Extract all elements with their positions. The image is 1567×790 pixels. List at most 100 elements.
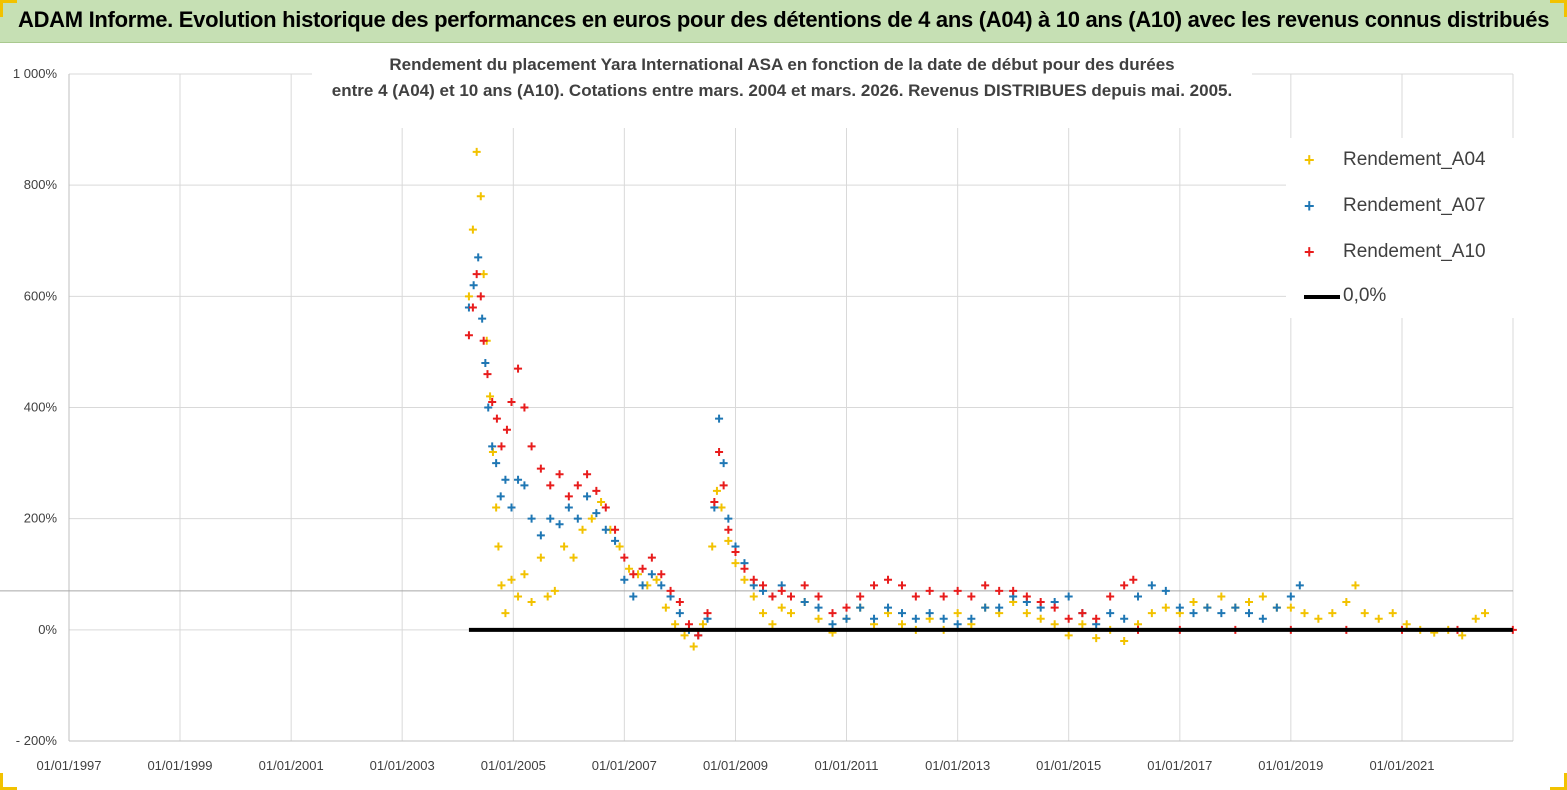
data-point	[898, 581, 907, 590]
data-point	[870, 581, 879, 590]
data-point	[1286, 592, 1295, 601]
data-point	[1092, 634, 1101, 643]
data-point	[1458, 631, 1467, 640]
data-point	[884, 603, 893, 612]
data-point	[870, 614, 879, 623]
x-tick-label: 01/01/2009	[703, 758, 768, 773]
data-point	[842, 603, 851, 612]
data-point	[719, 481, 728, 490]
data-point	[1342, 598, 1351, 607]
y-tick-label: 1 000%	[13, 66, 58, 81]
data-point	[925, 609, 934, 618]
data-point	[478, 314, 487, 323]
data-point	[564, 503, 573, 512]
data-point	[472, 270, 481, 279]
data-point	[592, 486, 601, 495]
data-point	[1009, 586, 1018, 595]
data-point	[527, 598, 536, 607]
x-tick-label: 01/01/2003	[370, 758, 435, 773]
data-point	[468, 303, 477, 312]
data-point	[675, 609, 684, 618]
data-point	[479, 336, 488, 345]
data-point	[502, 425, 511, 434]
data-point	[856, 592, 865, 601]
data-point	[967, 592, 976, 601]
y-tick-label: - 200%	[16, 733, 58, 748]
data-point	[1272, 603, 1281, 612]
legend-label-a04: Rendement_A04	[1343, 149, 1486, 170]
data-point	[578, 525, 587, 534]
data-point	[501, 609, 510, 618]
data-point	[1351, 581, 1360, 590]
data-point	[1064, 631, 1073, 640]
data-point	[1245, 598, 1254, 607]
data-point	[800, 581, 809, 590]
data-point	[1120, 581, 1129, 590]
corner-accent	[1550, 0, 1567, 17]
header-bar: ADAM Informe. Evolution historique des p…	[0, 0, 1567, 43]
data-point	[1217, 592, 1226, 601]
data-point	[1106, 592, 1115, 601]
data-point	[749, 575, 758, 584]
chart-title-line-1: Rendement du placement Yara Internationa…	[389, 55, 1175, 74]
data-point	[689, 642, 698, 651]
data-point	[625, 564, 634, 573]
data-point	[675, 598, 684, 607]
data-point	[657, 581, 666, 590]
data-point	[995, 603, 1004, 612]
data-point	[680, 631, 689, 640]
data-point	[1189, 598, 1198, 607]
data-point	[898, 609, 907, 618]
data-point	[1374, 614, 1383, 623]
data-point	[507, 575, 516, 584]
x-tick-label: 01/01/2007	[592, 758, 657, 773]
data-point	[1258, 614, 1267, 623]
data-point	[759, 609, 768, 618]
data-point	[1328, 609, 1337, 618]
data-point	[828, 609, 837, 618]
legend-label-a10: Rendement_A10	[1343, 241, 1486, 262]
data-point	[536, 464, 545, 473]
data-point	[657, 570, 666, 579]
data-point	[1129, 575, 1138, 584]
legend-item-a04: + Rendement_A04	[1286, 148, 1516, 174]
data-point	[514, 364, 523, 373]
data-point	[1022, 609, 1031, 618]
data-point	[560, 542, 569, 551]
data-point	[620, 553, 629, 562]
data-point	[740, 564, 749, 573]
data-point	[1286, 603, 1295, 612]
data-point	[476, 192, 485, 201]
x-tick-label: 01/01/2013	[925, 758, 990, 773]
x-tick-label: 01/01/2017	[1147, 758, 1212, 773]
data-point	[550, 586, 559, 595]
data-point	[777, 586, 786, 595]
data-point	[1064, 592, 1073, 601]
data-point	[481, 359, 490, 368]
data-point	[469, 281, 478, 290]
data-point	[1189, 609, 1198, 618]
data-point	[666, 586, 675, 595]
data-point	[939, 592, 948, 601]
data-point	[995, 586, 1004, 595]
data-point	[708, 542, 717, 551]
data-point	[492, 459, 501, 468]
data-point	[953, 586, 962, 595]
data-point	[884, 575, 893, 584]
data-point	[638, 564, 647, 573]
plus-marker-icon: +	[1304, 196, 1315, 216]
data-point	[787, 609, 795, 618]
data-point	[494, 542, 503, 551]
data-point	[981, 603, 990, 612]
plus-marker-icon: +	[1304, 150, 1315, 170]
data-point	[1295, 581, 1304, 590]
data-point	[842, 614, 851, 623]
data-point	[464, 331, 473, 340]
data-point	[740, 575, 749, 584]
data-point	[652, 575, 661, 584]
data-point	[474, 253, 483, 262]
x-tick-label: 01/01/2005	[481, 758, 546, 773]
data-point	[731, 559, 740, 568]
data-point	[573, 514, 582, 523]
